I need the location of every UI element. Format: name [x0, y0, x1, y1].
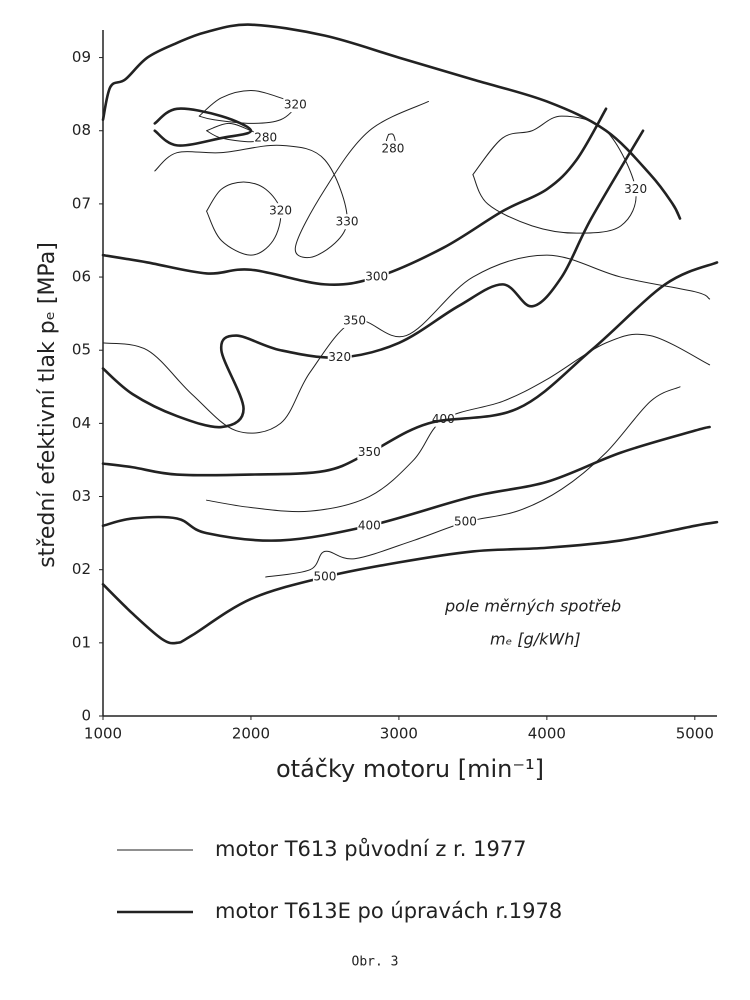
y-tick-label: 07 [72, 194, 91, 212]
legend-label: motor T613E po úpravách r.1978 [215, 899, 562, 923]
contour-label-bg [364, 269, 389, 285]
y-tick-label: 08 [72, 121, 91, 139]
x-tick-label: 3000 [380, 725, 418, 743]
x-tick-label: 2000 [232, 725, 270, 743]
y-axis-label: střední efektivní tlak pₑ [MPa] [35, 242, 60, 568]
annotation-unit: mₑ [g/kWh] [490, 630, 581, 649]
y-tick-label: 0 [81, 707, 91, 725]
x-tick-label: 4000 [528, 725, 566, 743]
contour-line [153, 107, 253, 147]
contour-label-bg [357, 444, 382, 460]
contour-label: 330 [336, 215, 359, 229]
contour-label: 400 [358, 518, 381, 532]
contour-line [101, 23, 682, 220]
contour-label: 500 [454, 515, 477, 529]
y-tick-label: 09 [72, 48, 91, 66]
contour-label: 320 [284, 98, 307, 112]
legend-label: motor T613 původní z r. 1977 [215, 837, 527, 861]
contour-label: 280 [254, 131, 277, 145]
contour-line [101, 129, 645, 429]
contour-label: 320 [269, 204, 292, 218]
x-tick-label: 1000 [84, 725, 122, 743]
x-axis-label: otáčky motoru [min⁻¹] [276, 755, 544, 783]
caption: Obr. 3 [352, 955, 399, 970]
contour-label: 500 [313, 570, 336, 584]
y-tick-label: 04 [72, 414, 91, 432]
contour-label: 280 [382, 142, 405, 156]
x-tick-label: 5000 [676, 725, 714, 743]
contour-label-bg [283, 97, 308, 113]
y-tick-label: 03 [72, 487, 91, 505]
y-tick-label: 02 [72, 560, 91, 578]
annotation: pole měrných spotřeb [444, 597, 621, 616]
contour-label-bg [357, 517, 382, 533]
contour-label: 320 [624, 182, 647, 196]
y-tick-label: 01 [72, 633, 91, 651]
contour-label-bg [342, 312, 367, 328]
contour-label-bg [312, 569, 337, 584]
contour-label-bg [327, 349, 352, 365]
contour-label: 350 [358, 445, 381, 459]
contour-label-bg [380, 141, 405, 157]
contour-label-bg [253, 130, 278, 146]
contour-label: 300 [365, 270, 388, 284]
contour-label-bg [335, 214, 360, 230]
contour-label-bg [623, 181, 648, 197]
contour-label: 320 [328, 350, 351, 364]
y-tick-label: 05 [72, 341, 91, 359]
y-tick-label: 06 [72, 268, 91, 286]
contour-label-bg [453, 514, 478, 530]
contour-label-bg [268, 203, 293, 219]
contour-label: 350 [343, 313, 366, 327]
